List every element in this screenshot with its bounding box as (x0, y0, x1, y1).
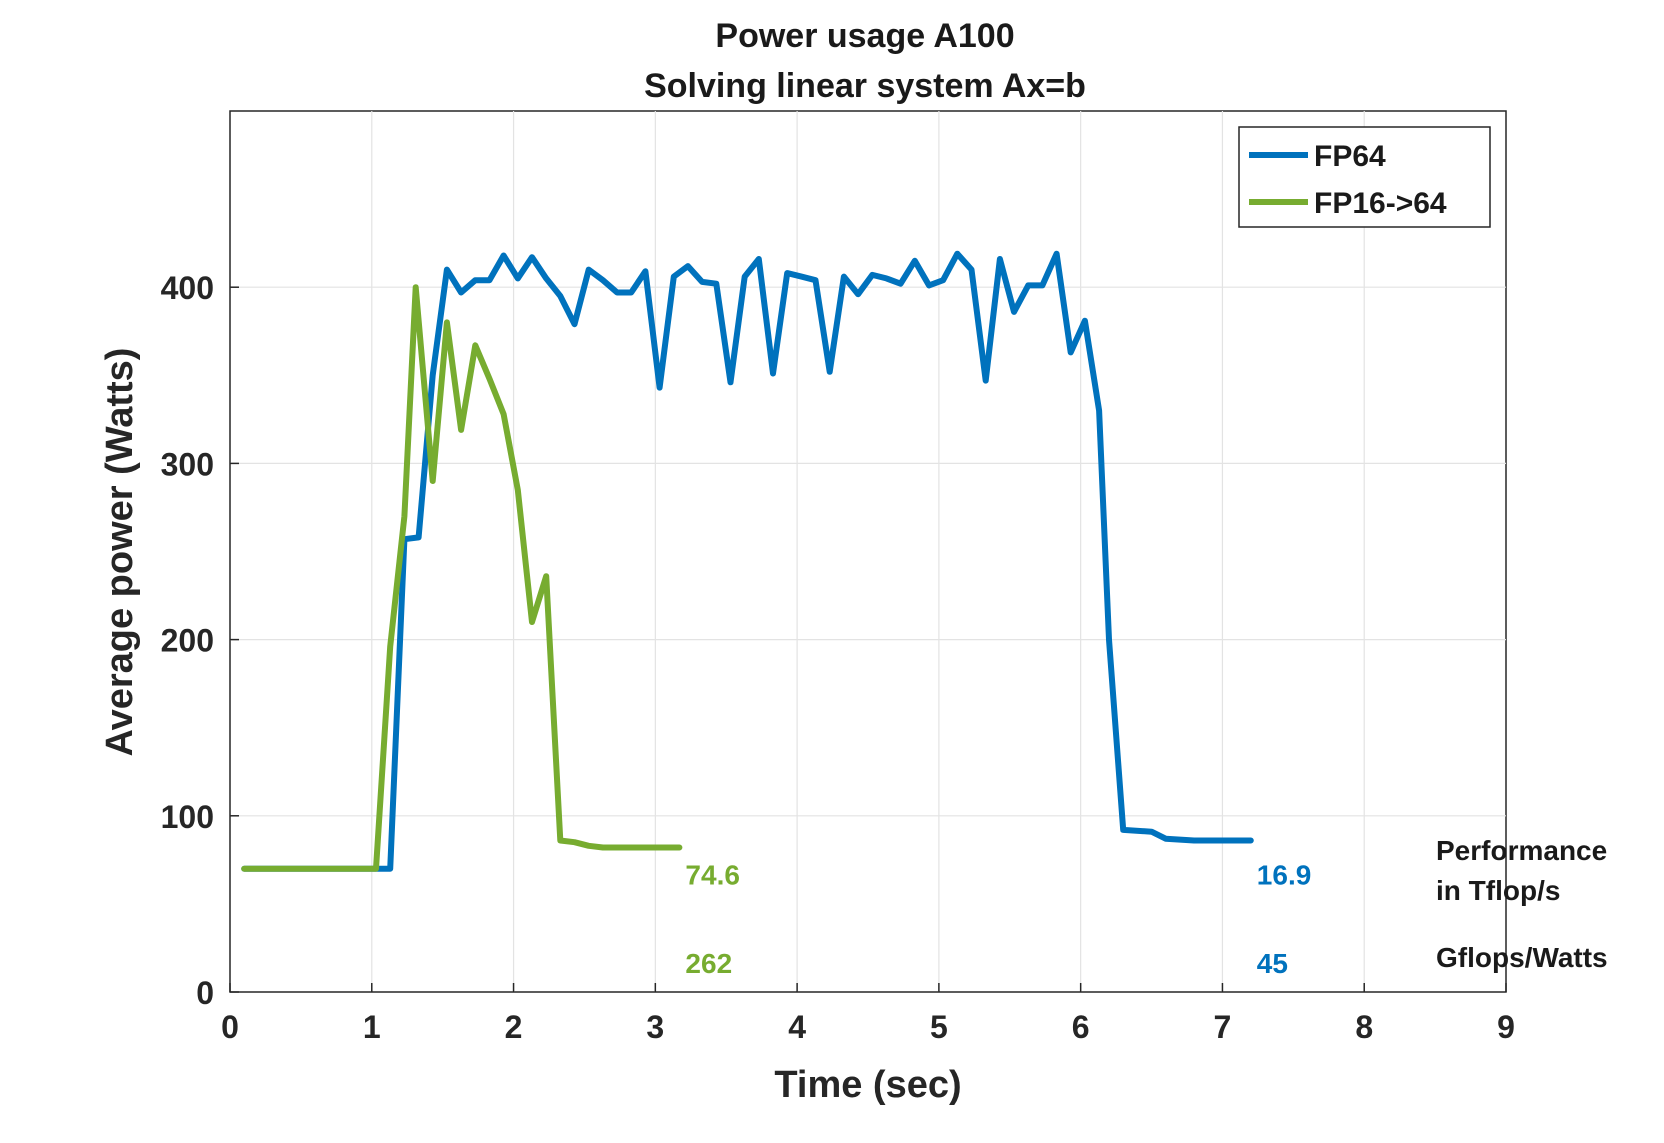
performance-label-line1: Performance (1436, 835, 1607, 866)
chart-subtitle: Solving linear system Ax=b (644, 67, 1086, 105)
x-tick-label: 5 (930, 1009, 948, 1045)
series-lines (241, 250, 1254, 872)
legend-label-fp16-64: FP16->64 (1314, 187, 1447, 220)
performance-label-line2: in Tflop/s (1436, 875, 1560, 906)
value-annotation: 45 (1257, 948, 1288, 979)
y-tick-label: 400 (161, 270, 214, 306)
series-line-fp64 (241, 250, 1254, 872)
value-annotation: 262 (685, 948, 732, 979)
legend-box (1238, 126, 1491, 228)
x-tick-label: 3 (646, 1009, 664, 1045)
x-tick-label: 1 (363, 1009, 381, 1045)
x-tick-label: 7 (1214, 1009, 1232, 1045)
plot-area (229, 110, 1507, 993)
x-tick-label: 6 (1072, 1009, 1090, 1045)
x-tick-label: 8 (1355, 1009, 1373, 1045)
x-tick-label: 4 (788, 1009, 806, 1045)
legend-label-fp64: FP64 (1314, 140, 1386, 173)
value-annotation: 74.6 (685, 860, 740, 891)
y-tick-label: 0 (196, 975, 214, 1011)
value-annotations: 74.6 262 16.9 45 (685, 860, 1311, 979)
y-tick-label: 200 (161, 623, 214, 659)
value-annotation: 16.9 (1257, 860, 1312, 891)
x-axis-label: Time (sec) (774, 1064, 961, 1106)
y-tick-label: 300 (161, 446, 214, 482)
legend: FP64 FP16->64 (1238, 126, 1491, 228)
x-tick-label: 9 (1497, 1009, 1515, 1045)
y-axis-label: Average power (Watts) (99, 348, 141, 757)
y-tick-label: 100 (161, 799, 214, 835)
x-tick-label: 0 (221, 1009, 239, 1045)
x-tick-label: 2 (505, 1009, 523, 1045)
chart-title: Power usage A100 (715, 17, 1014, 55)
efficiency-label: Gflops/Watts (1436, 942, 1608, 973)
series-line-fp16-64 (241, 284, 683, 872)
